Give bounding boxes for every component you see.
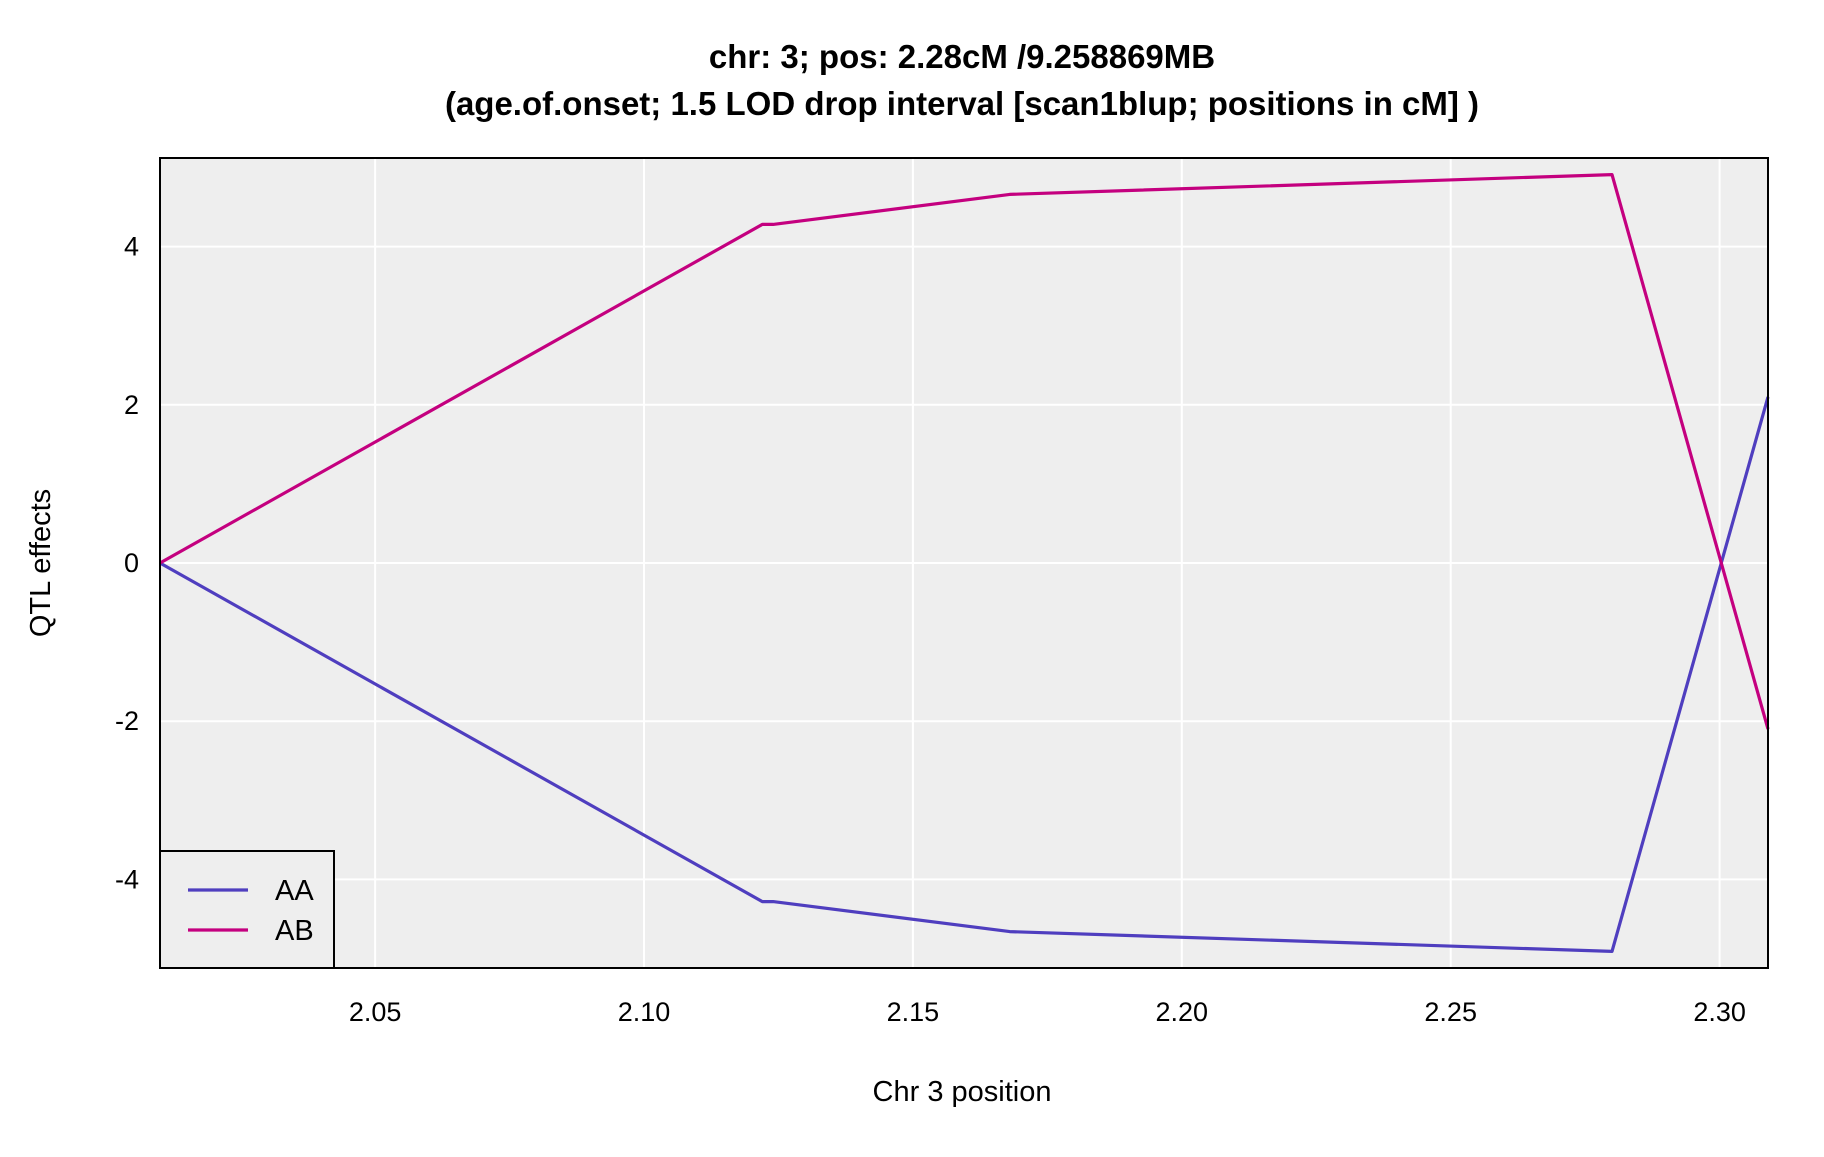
chart-subtitle: (age.of.onset; 1.5 LOD drop interval [sc… (445, 85, 1479, 122)
series-line-aa (159, 396, 1770, 954)
x-tick-label: 2.05 (349, 997, 402, 1027)
legend: AA AB (159, 850, 335, 969)
y-axis-ticks: -4 -2 0 2 4 (115, 232, 139, 895)
legend-box (159, 850, 335, 969)
x-tick-label: 2.20 (1156, 997, 1209, 1027)
x-tick-label: 2.15 (887, 997, 940, 1027)
y-tick-label: -2 (115, 706, 139, 736)
y-tick-label: 0 (124, 548, 139, 578)
grid-lines (160, 158, 1768, 968)
x-axis-title: Chr 3 position (873, 1076, 1052, 1108)
plot-border (159, 157, 1769, 969)
y-axis-title: QTL effects (25, 489, 57, 637)
x-tick-label: 2.10 (618, 997, 671, 1027)
y-tick-label: 2 (124, 390, 139, 420)
series-line-ab (159, 173, 1770, 730)
y-tick-label: -4 (115, 864, 139, 894)
legend-label-ab: AB (275, 915, 314, 947)
x-axis-ticks: 2.05 2.10 2.15 2.20 2.25 2.30 (349, 997, 1746, 1027)
x-tick-label: 2.30 (1693, 997, 1746, 1027)
chart-title: chr: 3; pos: 2.28cM /9.258869MB (709, 38, 1215, 75)
legend-label-aa: AA (275, 875, 314, 907)
x-tick-label: 2.25 (1424, 997, 1477, 1027)
y-tick-label: 4 (124, 232, 139, 262)
data-series (159, 173, 1770, 954)
